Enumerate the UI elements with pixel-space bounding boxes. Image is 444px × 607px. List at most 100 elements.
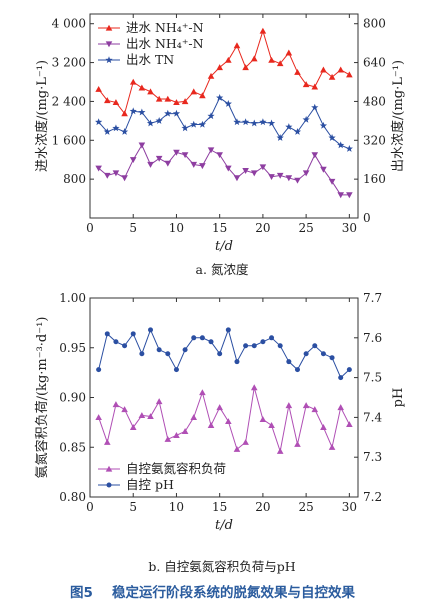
data-point [234, 359, 240, 365]
data-point [103, 127, 111, 135]
data-point [207, 422, 215, 428]
data-point [112, 401, 120, 408]
data-point [346, 71, 353, 78]
y2-tick-label: 640 [363, 56, 386, 70]
data-point [302, 115, 310, 123]
data-point [181, 124, 189, 132]
data-point [95, 165, 102, 172]
data-point [294, 68, 301, 75]
x-axis-label: t/d [215, 518, 233, 533]
data-point [103, 97, 111, 104]
data-point [286, 359, 292, 365]
data-point [191, 335, 197, 341]
y2-tick-label: 7.7 [363, 291, 382, 305]
data-point [147, 161, 154, 168]
legend-label: 进水 NH₄⁺-N [126, 20, 204, 35]
data-point [251, 343, 257, 349]
data-point [156, 347, 162, 353]
data-point [199, 335, 205, 341]
y-tick-label: 3 200 [52, 56, 86, 70]
x-tick-label: 20 [255, 500, 270, 514]
data-point [337, 141, 345, 149]
data-point [199, 92, 206, 99]
y-tick-label: 0.85 [59, 440, 86, 454]
data-point [225, 327, 231, 333]
data-point [181, 152, 189, 159]
data-point [250, 384, 258, 391]
data-point [173, 99, 180, 106]
data-point [268, 174, 275, 181]
data-point [146, 119, 155, 127]
legend-marker [105, 24, 113, 31]
data-point [129, 78, 137, 85]
x-tick-label: 15 [212, 500, 227, 514]
data-point [311, 83, 319, 90]
data-point [225, 418, 232, 425]
x-axis-label: t/d [215, 239, 233, 254]
y2-tick-label: 7.3 [363, 450, 382, 464]
data-point [285, 402, 293, 409]
data-point [172, 109, 181, 117]
y2-tick-label: 7.4 [363, 410, 382, 424]
x-tick-label: 0 [86, 221, 94, 235]
chart-panel-b: 0 5 10 15 20 25 30 0.80 0.85 0.90 0.95 1.00 7.2 7.3 7.… [34, 291, 406, 533]
data-point [181, 98, 189, 105]
data-point [346, 367, 352, 373]
data-point [346, 421, 353, 428]
data-point [267, 119, 276, 127]
data-point [95, 414, 102, 421]
y-tick-label: 1 600 [52, 133, 86, 147]
data-point [250, 119, 258, 127]
series-line-3 [98, 97, 350, 150]
data-point [207, 147, 215, 154]
y2-tick-label: 7.6 [363, 331, 382, 345]
x-tick-label: 5 [129, 221, 137, 235]
data-point [112, 99, 120, 106]
y2-tick-label: 7.2 [363, 490, 382, 504]
data-point [190, 88, 198, 95]
data-point [250, 170, 258, 177]
data-point [129, 107, 137, 115]
data-point [190, 120, 198, 128]
data-point [311, 152, 319, 159]
data-point [225, 165, 232, 172]
panel-a-caption: a. 氮浓度 [196, 262, 249, 277]
legend-label: 出水 NH₄⁺-N [126, 36, 204, 51]
legend: 进水 NH₄⁺-N出水 NH₄⁺-N出水 TN [98, 20, 204, 67]
data-point [233, 175, 241, 182]
data-point [199, 163, 206, 170]
data-point [294, 177, 301, 184]
y2-axis-label: 出水浓度/(mg·L⁻¹) [390, 60, 406, 172]
data-point [138, 142, 146, 149]
data-point [277, 343, 283, 349]
data-point [259, 27, 267, 34]
data-point [121, 110, 128, 117]
data-point [112, 124, 120, 132]
legend-label: 出水 TN [126, 52, 174, 67]
data-point [242, 118, 250, 126]
y-tick-label: 0.90 [59, 391, 86, 405]
data-point [164, 95, 172, 102]
data-point [276, 134, 284, 141]
data-point [311, 406, 319, 413]
legend-marker [105, 465, 113, 472]
y2-axis-label: pH [391, 388, 406, 408]
data-point [337, 404, 345, 411]
data-point [147, 413, 154, 420]
data-point [190, 161, 198, 168]
data-point [207, 72, 215, 79]
figure-number: 图5 [70, 585, 93, 601]
data-point [345, 144, 353, 152]
data-point [233, 445, 241, 452]
data-point [259, 416, 267, 423]
data-point [276, 60, 284, 67]
data-point [148, 327, 154, 333]
data-point [104, 331, 110, 337]
data-point [243, 343, 249, 349]
legend-marker [106, 482, 112, 488]
data-point [216, 404, 223, 411]
data-point [155, 398, 163, 405]
data-point [129, 424, 137, 430]
data-point [312, 343, 318, 349]
data-point [337, 192, 345, 199]
